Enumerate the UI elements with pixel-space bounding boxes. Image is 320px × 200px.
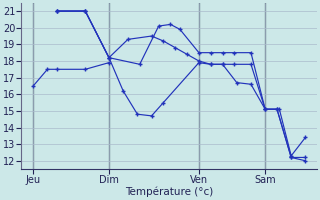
X-axis label: Température (°c): Température (°c)	[125, 187, 213, 197]
